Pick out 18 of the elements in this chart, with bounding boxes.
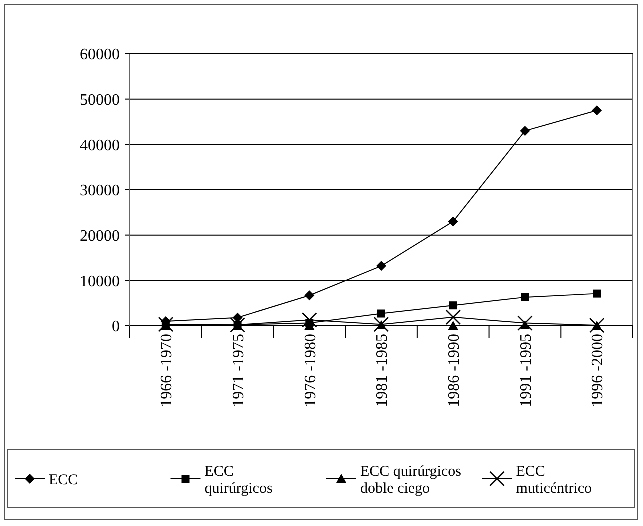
- y-tick-label: 40000: [80, 137, 120, 154]
- y-tick-label: 50000: [80, 92, 120, 109]
- x-tick-label: 1971 -1975: [230, 334, 248, 408]
- y-tick-label: 10000: [80, 273, 120, 290]
- legend-label: ECC: [49, 472, 78, 488]
- x-tick-label: 1966 -1970: [158, 334, 176, 408]
- y-tick-label: 30000: [80, 182, 120, 200]
- x-tick-label: 1991 -1995: [518, 334, 535, 408]
- y-tick-label: 60000: [80, 46, 120, 64]
- y-tick-label: 0: [112, 318, 120, 336]
- x-tick-label: 1976 -1980: [302, 334, 320, 408]
- y-tick-label: 20000: [80, 228, 120, 245]
- legend-label: ECC muticéntrico: [516, 464, 592, 497]
- x-tick-label: 1996 -2000: [590, 334, 607, 408]
- x-tick-label: 1986 -1990: [446, 334, 463, 408]
- legend-label: ECC quirúrgicos doble ciego: [360, 464, 462, 497]
- x-tick-label: 1981 -1985: [374, 334, 392, 408]
- legend-label: ECC quirúrgicos: [204, 464, 273, 497]
